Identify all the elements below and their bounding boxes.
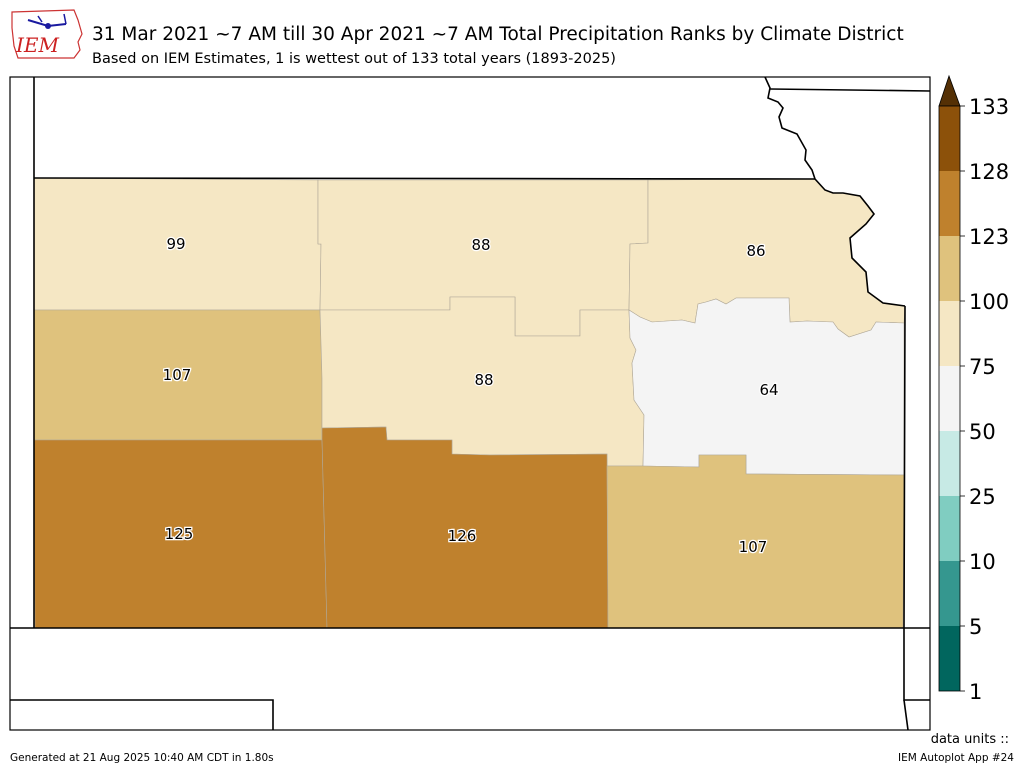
district-label-nc: 88 (471, 236, 490, 254)
colorbar-segment (939, 236, 960, 301)
district-label-wc: 107 (163, 366, 192, 384)
colorbar-tick-label: 128 (969, 160, 1009, 184)
colorbar-tick-label: 75 (969, 355, 996, 379)
logo-text: IEM (15, 33, 60, 57)
colorbar-segment (939, 366, 960, 431)
district-label-c: 88 (474, 371, 493, 389)
district-label-se: 107 (739, 538, 768, 556)
district-label-ec: 64 (759, 381, 778, 399)
district-label-ne: 86 (746, 242, 765, 260)
map-subtitle: Based on IEM Estimates, 1 is wettest out… (92, 51, 616, 67)
district-label-sc: 126 (448, 527, 477, 545)
colorbar-segment (939, 301, 960, 366)
colorbar-segment (939, 561, 960, 626)
district-sc (321, 426, 609, 629)
colorbar-segment (939, 496, 960, 561)
colorbar-segment (939, 626, 960, 691)
colorbar-tick-label: 133 (969, 95, 1009, 119)
data-units-label: data units :: (930, 732, 1009, 747)
generated-timestamp: Generated at 21 Aug 2025 10:40 AM CDT in… (10, 752, 274, 764)
colorbar-segment (939, 431, 960, 496)
colorbar-tick-label: 10 (969, 550, 996, 574)
colorbar-extend-arrow (938, 74, 961, 107)
colorbar-tick-label: 1 (969, 680, 982, 704)
district-ec (628, 297, 905, 476)
district-label-nw: 99 (166, 235, 185, 253)
colorbar-tick-label: 123 (969, 225, 1009, 249)
colorbar-segment (939, 171, 960, 236)
iem-logo: IEM (8, 6, 84, 62)
colorbar-tick-label: 25 (969, 485, 996, 509)
app-label: IEM Autoplot App #24 (898, 752, 1014, 764)
colorbar-tick-label: 50 (969, 420, 996, 444)
district-label-sw: 125 (165, 525, 194, 543)
colorbar-segment (939, 106, 960, 171)
state-borders (10, 76, 931, 731)
colorbar-tick-label: 5 (969, 615, 982, 639)
colorbar-tick-label: 100 (969, 290, 1009, 314)
map-title: 31 Mar 2021 ~7 AM till 30 Apr 2021 ~7 AM… (92, 24, 904, 45)
